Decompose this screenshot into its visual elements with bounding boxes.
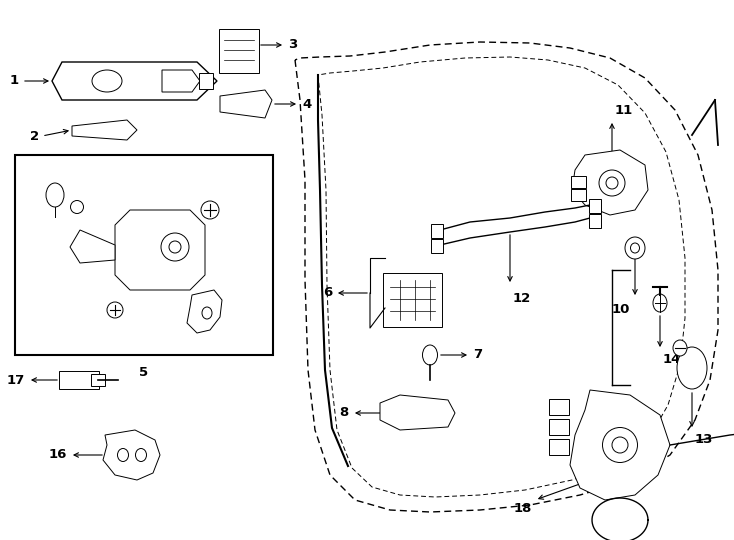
Ellipse shape	[423, 345, 437, 365]
Text: 6: 6	[323, 287, 332, 300]
Ellipse shape	[46, 183, 64, 207]
Polygon shape	[103, 430, 160, 480]
Ellipse shape	[70, 200, 84, 213]
Polygon shape	[115, 210, 205, 290]
Text: 18: 18	[514, 502, 532, 515]
Polygon shape	[162, 70, 200, 92]
Ellipse shape	[169, 241, 181, 253]
Ellipse shape	[136, 449, 147, 462]
Ellipse shape	[631, 243, 639, 253]
FancyBboxPatch shape	[383, 273, 442, 327]
FancyBboxPatch shape	[219, 29, 259, 73]
Ellipse shape	[107, 302, 123, 318]
Ellipse shape	[606, 177, 618, 189]
FancyBboxPatch shape	[549, 399, 569, 415]
Text: 2: 2	[30, 130, 39, 143]
Polygon shape	[187, 290, 222, 333]
Ellipse shape	[677, 347, 707, 389]
Text: 16: 16	[48, 449, 67, 462]
Polygon shape	[380, 395, 455, 430]
Ellipse shape	[117, 449, 128, 462]
Text: 14: 14	[663, 353, 681, 366]
Polygon shape	[52, 62, 217, 100]
Ellipse shape	[673, 340, 687, 356]
FancyBboxPatch shape	[15, 155, 273, 355]
FancyBboxPatch shape	[59, 371, 99, 389]
FancyBboxPatch shape	[571, 176, 586, 188]
Text: 13: 13	[695, 433, 713, 446]
Ellipse shape	[202, 307, 212, 319]
Text: 3: 3	[288, 38, 297, 51]
Text: 15: 15	[209, 250, 228, 263]
Ellipse shape	[625, 237, 645, 259]
Text: 4: 4	[302, 98, 311, 111]
Text: 5: 5	[139, 367, 148, 380]
Ellipse shape	[612, 437, 628, 453]
Text: 7: 7	[473, 348, 482, 361]
Polygon shape	[572, 150, 648, 215]
Text: 8: 8	[340, 407, 349, 420]
FancyBboxPatch shape	[431, 224, 443, 238]
Text: 1: 1	[10, 75, 19, 87]
FancyBboxPatch shape	[549, 419, 569, 435]
Ellipse shape	[161, 233, 189, 261]
FancyBboxPatch shape	[549, 439, 569, 455]
FancyBboxPatch shape	[91, 374, 105, 386]
Text: 10: 10	[611, 303, 630, 316]
FancyBboxPatch shape	[199, 73, 213, 89]
Text: 12: 12	[513, 292, 531, 305]
Ellipse shape	[603, 428, 638, 462]
FancyBboxPatch shape	[589, 199, 601, 213]
Polygon shape	[70, 230, 115, 263]
FancyBboxPatch shape	[571, 189, 586, 201]
Text: 17: 17	[7, 374, 25, 387]
Ellipse shape	[599, 170, 625, 196]
Ellipse shape	[653, 294, 667, 312]
FancyBboxPatch shape	[589, 214, 601, 228]
Text: 11: 11	[615, 104, 633, 117]
Polygon shape	[72, 120, 137, 140]
Text: 9: 9	[612, 400, 622, 413]
Polygon shape	[570, 390, 670, 500]
Ellipse shape	[92, 70, 122, 92]
Polygon shape	[220, 90, 272, 118]
FancyBboxPatch shape	[431, 239, 443, 253]
Ellipse shape	[201, 201, 219, 219]
